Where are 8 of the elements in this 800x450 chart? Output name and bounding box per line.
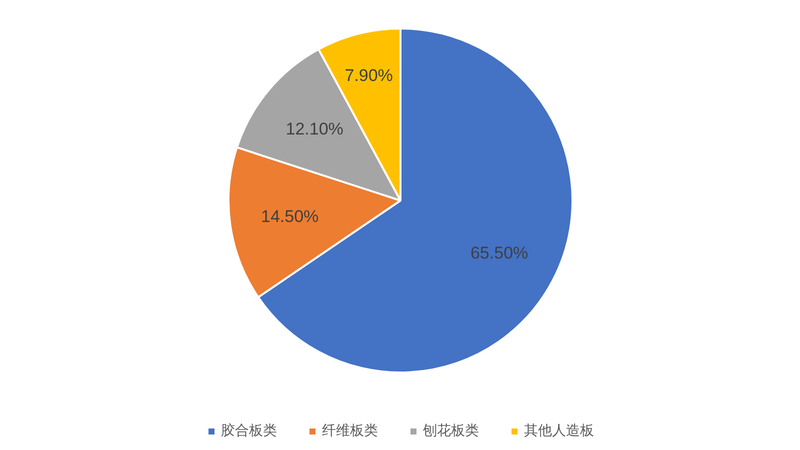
data-label: 65.50% [470,243,528,262]
data-label: 14.50% [260,206,319,226]
legend-label: 胶合板类 [221,422,277,440]
legend-label: 纤维板类 [322,422,378,440]
data-label: 12.10% [286,119,344,138]
data-label: 7.90% [344,66,393,85]
legend-label: 其他人造板 [524,422,594,440]
legend-label: 刨花板类 [423,422,479,440]
